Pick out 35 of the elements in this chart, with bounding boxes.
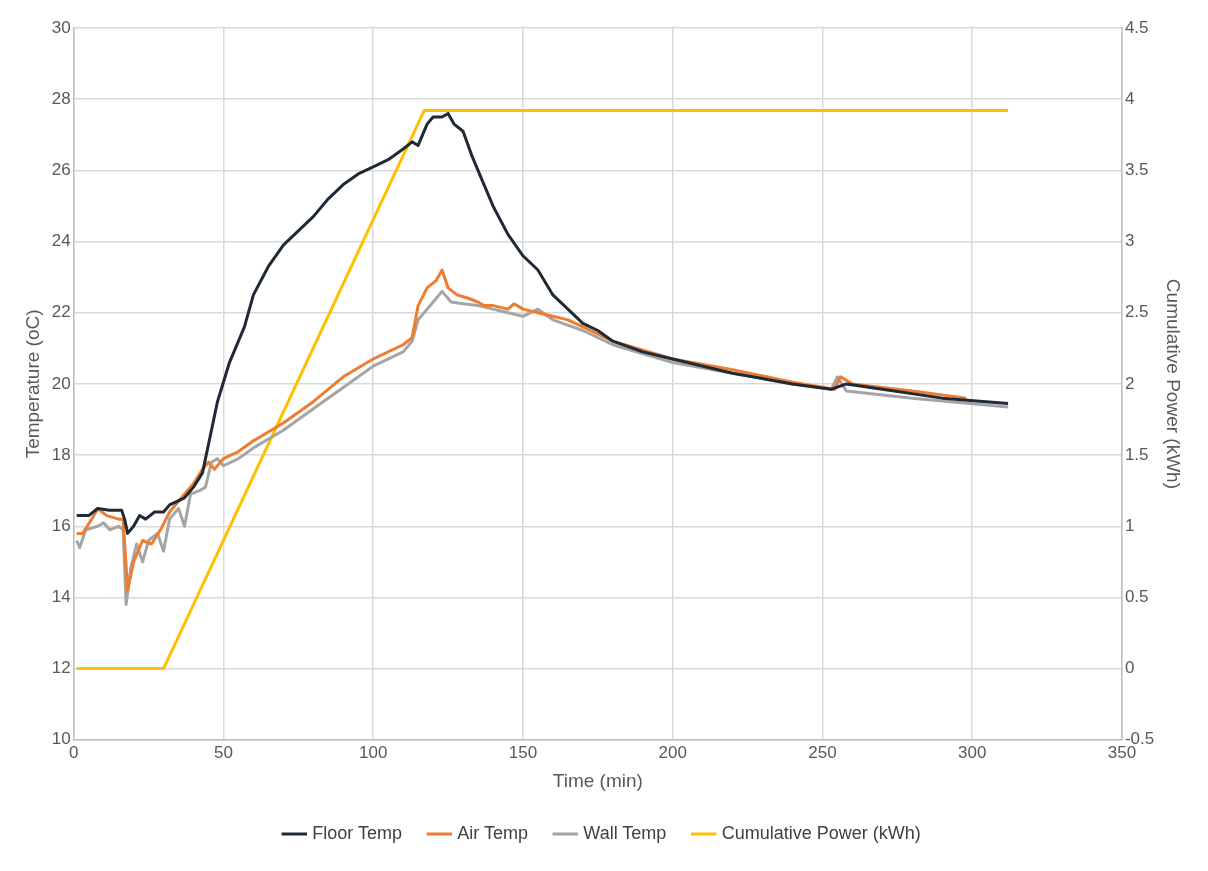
y-tick-label: 24 bbox=[51, 231, 71, 251]
x-tick-label: 150 bbox=[508, 742, 538, 762]
x-tick-label: 200 bbox=[658, 742, 687, 762]
y2-tick-label: 3.5 bbox=[1124, 160, 1149, 180]
y-tick-label: 12 bbox=[51, 658, 71, 678]
y-tick-label: 10 bbox=[51, 729, 71, 749]
y2-tick-label: 2.5 bbox=[1124, 302, 1149, 322]
legend-label: Wall Temp bbox=[583, 822, 667, 843]
y-tick-label: 18 bbox=[51, 444, 71, 464]
y2-tick-label: 1.5 bbox=[1124, 444, 1149, 464]
y2-tick-label: 0 bbox=[1124, 658, 1135, 678]
y-tick-label: 20 bbox=[51, 373, 71, 393]
legend-label: Floor Temp bbox=[312, 822, 402, 843]
x-tick-label: 100 bbox=[359, 742, 388, 762]
y-tick-label: 22 bbox=[51, 302, 71, 322]
y2-tick-label: 4 bbox=[1124, 88, 1135, 108]
y2-tick-label: 4.5 bbox=[1124, 17, 1149, 37]
y2-tick-label: 1 bbox=[1124, 515, 1135, 535]
legend-label: Cumulative Power (kWh) bbox=[721, 822, 921, 843]
y-axis-title: Temperature (oC) bbox=[21, 309, 43, 459]
x-tick-label: 0 bbox=[68, 742, 79, 762]
y2-tick-label: 0.5 bbox=[1124, 587, 1149, 607]
y-tick-label: 30 bbox=[51, 17, 71, 37]
x-tick-label: 50 bbox=[213, 742, 233, 762]
x-tick-label: 300 bbox=[957, 742, 987, 762]
y2-tick-label: 2 bbox=[1124, 373, 1135, 393]
x-axis-title: Time (min) bbox=[552, 769, 643, 791]
x-tick-label: 250 bbox=[808, 742, 837, 762]
y2-tick-label: 3 bbox=[1124, 231, 1135, 251]
y-tick-label: 16 bbox=[51, 515, 71, 535]
y-tick-label: 26 bbox=[51, 160, 71, 180]
y-tick-label: 14 bbox=[51, 587, 71, 607]
y2-axis-title: Cumulative Power (kWh) bbox=[1163, 278, 1185, 489]
legend-label: Air Temp bbox=[457, 822, 529, 843]
y-tick-label: 28 bbox=[51, 88, 71, 108]
